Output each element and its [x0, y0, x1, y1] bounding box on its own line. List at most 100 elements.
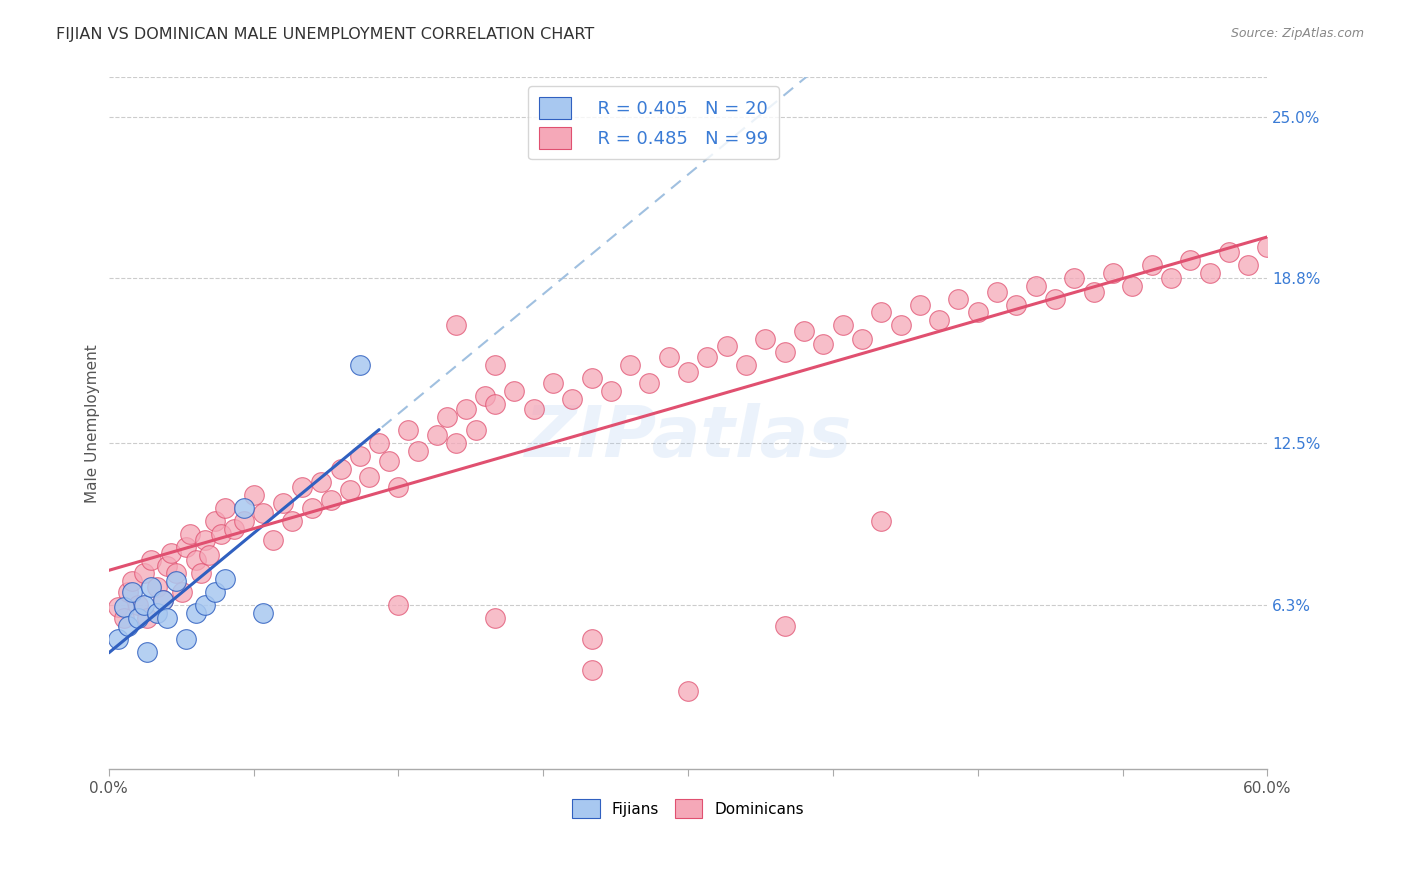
Point — [716, 339, 738, 353]
Point — [141, 553, 163, 567]
Point — [141, 580, 163, 594]
Point — [112, 611, 135, 625]
Point — [831, 318, 853, 333]
Point — [966, 305, 988, 319]
Point — [446, 318, 468, 333]
Point — [581, 663, 603, 677]
Point — [179, 527, 201, 541]
Point — [349, 449, 371, 463]
Point — [172, 584, 194, 599]
Point — [165, 566, 187, 581]
Point — [107, 632, 129, 646]
Point — [174, 541, 197, 555]
Point — [233, 514, 256, 528]
Point — [156, 611, 179, 625]
Point — [387, 480, 409, 494]
Point — [117, 584, 139, 599]
Point — [262, 533, 284, 547]
Point — [252, 606, 274, 620]
Point — [1005, 297, 1028, 311]
Point — [1198, 266, 1220, 280]
Point — [132, 598, 155, 612]
Point — [696, 350, 718, 364]
Point — [870, 514, 893, 528]
Point — [132, 566, 155, 581]
Point — [117, 618, 139, 632]
Point — [209, 527, 232, 541]
Point — [523, 402, 546, 417]
Legend: Fijians, Dominicans: Fijians, Dominicans — [567, 793, 810, 824]
Point — [638, 376, 661, 390]
Point — [136, 611, 159, 625]
Point — [165, 574, 187, 589]
Text: Source: ZipAtlas.com: Source: ZipAtlas.com — [1230, 27, 1364, 40]
Point — [1256, 240, 1278, 254]
Point — [152, 592, 174, 607]
Point — [368, 436, 391, 450]
Point — [735, 358, 758, 372]
Point — [127, 598, 149, 612]
Point — [1083, 285, 1105, 299]
Point — [948, 293, 970, 307]
Point — [214, 572, 236, 586]
Point — [870, 305, 893, 319]
Point — [581, 370, 603, 384]
Point — [1063, 271, 1085, 285]
Point — [156, 558, 179, 573]
Point — [233, 501, 256, 516]
Point — [619, 358, 641, 372]
Point — [121, 574, 143, 589]
Point — [454, 402, 477, 417]
Point — [484, 397, 506, 411]
Point — [1160, 271, 1182, 285]
Point — [329, 462, 352, 476]
Point — [378, 454, 401, 468]
Point — [813, 336, 835, 351]
Y-axis label: Male Unemployment: Male Unemployment — [86, 344, 100, 503]
Point — [271, 496, 294, 510]
Point — [121, 584, 143, 599]
Text: FIJIAN VS DOMINICAN MALE UNEMPLOYMENT CORRELATION CHART: FIJIAN VS DOMINICAN MALE UNEMPLOYMENT CO… — [56, 27, 595, 42]
Point — [890, 318, 912, 333]
Point — [224, 522, 246, 536]
Point — [146, 606, 169, 620]
Point — [214, 501, 236, 516]
Point — [190, 566, 212, 581]
Point — [658, 350, 681, 364]
Point — [112, 600, 135, 615]
Point — [464, 423, 486, 437]
Point — [599, 384, 621, 398]
Point — [198, 548, 221, 562]
Point — [194, 598, 217, 612]
Point — [1140, 259, 1163, 273]
Point — [773, 344, 796, 359]
Point — [426, 428, 449, 442]
Point — [1180, 253, 1202, 268]
Point — [541, 376, 564, 390]
Point — [561, 392, 583, 406]
Point — [484, 358, 506, 372]
Point — [1121, 279, 1143, 293]
Point — [436, 409, 458, 424]
Point — [1102, 266, 1125, 280]
Point — [773, 618, 796, 632]
Point — [281, 514, 304, 528]
Point — [908, 297, 931, 311]
Point — [503, 384, 526, 398]
Point — [581, 632, 603, 646]
Point — [204, 514, 226, 528]
Point — [349, 358, 371, 372]
Point — [291, 480, 314, 494]
Point — [1237, 259, 1260, 273]
Point — [387, 598, 409, 612]
Text: ZIPatlas: ZIPatlas — [524, 402, 852, 472]
Point — [159, 546, 181, 560]
Point — [242, 488, 264, 502]
Point — [252, 507, 274, 521]
Point — [174, 632, 197, 646]
Point — [676, 684, 699, 698]
Point — [184, 553, 207, 567]
Point — [204, 584, 226, 599]
Point — [309, 475, 332, 489]
Point — [793, 324, 815, 338]
